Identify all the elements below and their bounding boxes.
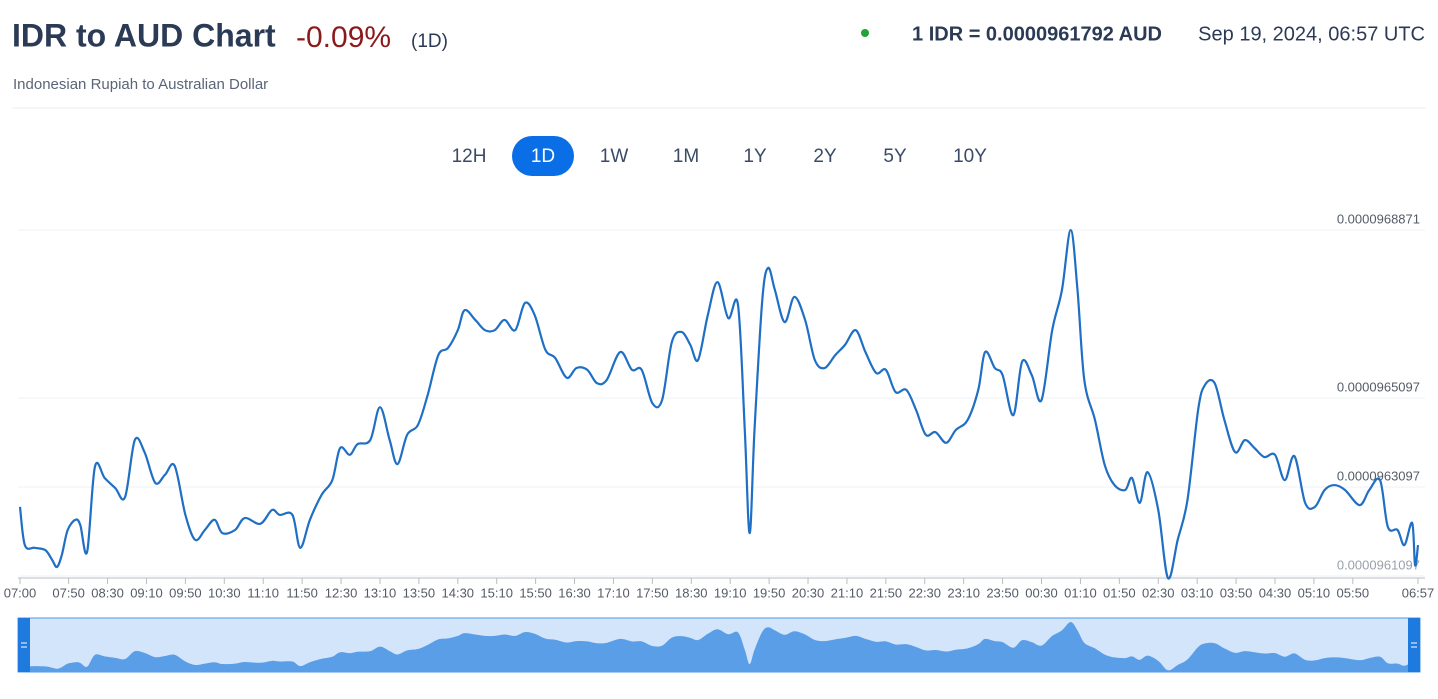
x-tick-label: 11:10 [247,585,279,600]
x-tick-label: 06:57 [1402,585,1435,600]
x-tick-label: 03:50 [1220,585,1253,600]
tab[interactable]: 1D [531,146,555,167]
x-tick-label: 09:50 [169,585,202,600]
x-tick-label: 07:00 [4,585,37,600]
x-tick-label: 21:10 [831,585,864,600]
x-tick-label: 00:30 [1025,585,1058,600]
timestamp: Sep 19, 2024, 06:57 UTC [1198,23,1425,45]
x-tick-label: 07:50 [52,585,85,600]
x-tick-label: 20:30 [792,585,825,600]
x-tick-label: 17:50 [636,585,669,600]
x-tick-label: 01:50 [1103,585,1136,600]
tab[interactable]: 1W [600,146,629,167]
tab[interactable]: 5Y [883,146,907,167]
x-tick-label: 21:50 [870,585,903,600]
tab[interactable]: 10Y [953,146,987,167]
x-tick-label: 08:30 [91,585,124,600]
x-tick-label: 12:30 [325,585,358,600]
navigator-handle[interactable] [1408,618,1420,672]
x-tick-label: 15:10 [480,585,513,600]
period: (1D) [411,31,448,52]
x-tick-label: 16:30 [558,585,591,600]
x-tick-label: 02:30 [1142,585,1175,600]
navigator-area [20,622,1418,672]
tab[interactable]: 1Y [743,146,767,167]
x-tick-label: 18:30 [675,585,708,600]
navigator-handle[interactable] [18,618,30,672]
x-tick-label: 17:10 [597,585,630,600]
tab[interactable]: 12H [452,146,487,167]
x-tick-label: 10:30 [208,585,241,600]
change: -0.09% [296,21,391,54]
x-tick-label: 19:50 [753,585,786,600]
x-tick-label: 15:50 [519,585,552,600]
x-tick-label: 04:30 [1259,585,1292,600]
y-tick-label: 0.0000963097 [1337,468,1420,483]
x-tick-label: 09:10 [130,585,163,600]
y-tick-label: 0.0000968871 [1337,211,1420,226]
x-tick-label: 13:10 [364,585,397,600]
rate: 1 IDR = 0.0000961792 AUD [912,23,1162,45]
price-line [18,228,1420,580]
x-tick-label: 19:10 [714,585,747,600]
tab[interactable]: 2Y [813,146,837,167]
y-tick-label: 0.0000961097 [1337,557,1420,572]
x-tick-label: 03:10 [1181,585,1214,600]
x-tick-label: 05:50 [1337,585,1370,600]
x-tick-label: 01:10 [1064,585,1097,600]
x-tick-label: 14:30 [442,585,475,600]
x-tick-label: 05:10 [1298,585,1331,600]
x-tick-label: 13:50 [403,585,436,600]
x-tick-label: 23:50 [986,585,1019,600]
tab-active-bg [512,136,574,176]
x-tick-label: 23:10 [947,585,980,600]
tab[interactable]: 1M [673,146,699,167]
status-dot [861,29,869,37]
x-tick-label: 22:30 [908,585,941,600]
title: IDR to AUD Chart [12,17,276,53]
y-tick-label: 0.0000965097 [1337,379,1420,394]
tabs: 12H 1D 1W 1M 1Y 2Y 5Y 10Y [452,136,987,176]
subtitle: Indonesian Rupiah to Australian Dollar [13,76,268,93]
x-tick-label: 11:50 [286,585,318,600]
